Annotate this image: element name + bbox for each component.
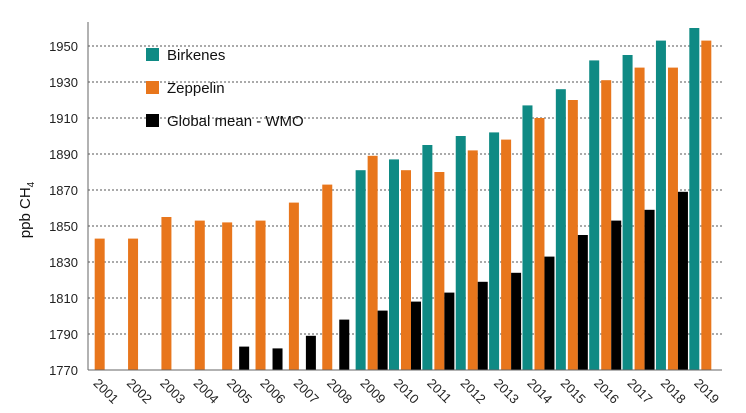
y-tick-label: 1910 xyxy=(49,111,78,126)
bar xyxy=(422,145,433,370)
bar xyxy=(355,170,366,370)
bar xyxy=(567,100,578,370)
bar xyxy=(255,220,266,370)
y-tick-label: 1830 xyxy=(49,255,78,270)
y-tick-label: 1770 xyxy=(49,363,78,378)
bar xyxy=(339,319,350,370)
x-tick-label: 2010 xyxy=(391,376,422,407)
bar xyxy=(272,348,283,370)
x-tick-label: 2009 xyxy=(358,376,389,407)
x-tick-label: 2001 xyxy=(91,376,122,407)
x-tick-label: 2017 xyxy=(624,376,655,407)
bar xyxy=(222,222,233,370)
bar xyxy=(434,172,445,370)
bar xyxy=(411,301,421,370)
bar xyxy=(377,310,388,370)
legend-label: Global mean - WMO xyxy=(167,113,304,130)
bar xyxy=(128,238,139,370)
x-tick-label: 2004 xyxy=(191,376,222,407)
x-tick-label: 2014 xyxy=(524,376,555,407)
bar xyxy=(611,220,622,370)
x-tick-label: 2005 xyxy=(224,376,255,407)
bar xyxy=(322,184,333,370)
bar xyxy=(577,235,588,370)
bar xyxy=(305,335,316,370)
bar xyxy=(389,159,399,370)
x-tick-label: 2006 xyxy=(257,376,288,407)
bar xyxy=(544,256,555,370)
legend-label: Zeppelin xyxy=(167,80,225,97)
y-axis: 1770 1790 1810 1830 1850 1870 1890 1910 1930 1950 xyxy=(49,22,722,378)
x-tick-label: 2019 xyxy=(691,376,722,407)
bar xyxy=(522,105,533,371)
bar xyxy=(655,40,666,370)
y-tick-label: 1850 xyxy=(49,219,78,234)
legend-swatch xyxy=(146,81,159,94)
y-tick-label: 1870 xyxy=(49,183,78,198)
bar xyxy=(689,28,700,370)
bar xyxy=(467,150,478,370)
bar xyxy=(677,191,688,370)
x-tick-label: 2018 xyxy=(658,376,689,407)
y-tick-label: 1810 xyxy=(49,291,78,306)
bar xyxy=(701,40,712,370)
bar xyxy=(501,139,512,370)
x-tick-label: 2008 xyxy=(324,376,355,407)
legend-swatch xyxy=(146,114,159,127)
bar xyxy=(622,55,633,370)
legend-label: Birkenes xyxy=(167,47,225,64)
x-axis: 2001 2002 2003 2004 2005 2006 2007 2008 2009 2010… xyxy=(91,376,723,407)
x-tick-label: 2002 xyxy=(124,376,155,407)
bar xyxy=(489,132,500,370)
bar xyxy=(644,209,655,370)
bar xyxy=(477,281,488,370)
bar xyxy=(455,136,466,370)
x-tick-label: 2007 xyxy=(291,376,322,407)
bar xyxy=(288,202,299,370)
bar xyxy=(194,220,205,370)
bars xyxy=(94,28,712,371)
x-tick-label: 2012 xyxy=(458,376,489,407)
bar xyxy=(401,170,411,370)
y-tick-label: 1930 xyxy=(49,75,78,90)
bar xyxy=(239,346,250,370)
x-tick-label: 2015 xyxy=(558,376,589,407)
bar xyxy=(367,155,378,370)
legend: Birkenes Zeppelin Global mean - WMO xyxy=(146,47,304,130)
bar xyxy=(667,67,678,370)
y-tick-label: 1950 xyxy=(49,39,78,54)
bar xyxy=(444,292,455,370)
bar xyxy=(534,118,545,370)
y-axis-label: ppb CH4 xyxy=(17,181,37,238)
bar xyxy=(555,89,566,370)
bar xyxy=(589,60,600,371)
y-tick-label: 1790 xyxy=(49,327,78,342)
bar xyxy=(94,238,105,370)
y-tick-label: 1890 xyxy=(49,147,78,162)
legend-swatch xyxy=(146,48,159,61)
bar xyxy=(634,67,645,370)
bar xyxy=(511,272,522,370)
x-tick-label: 2003 xyxy=(157,376,188,407)
bar xyxy=(601,80,612,370)
x-tick-label: 2016 xyxy=(591,376,622,407)
bar xyxy=(161,217,172,370)
y-axis-label-text: ppb CH xyxy=(17,187,34,238)
y-axis-label-subscript: 4 xyxy=(26,181,37,187)
x-tick-label: 2013 xyxy=(491,376,522,407)
x-tick-label: 2011 xyxy=(424,376,454,406)
